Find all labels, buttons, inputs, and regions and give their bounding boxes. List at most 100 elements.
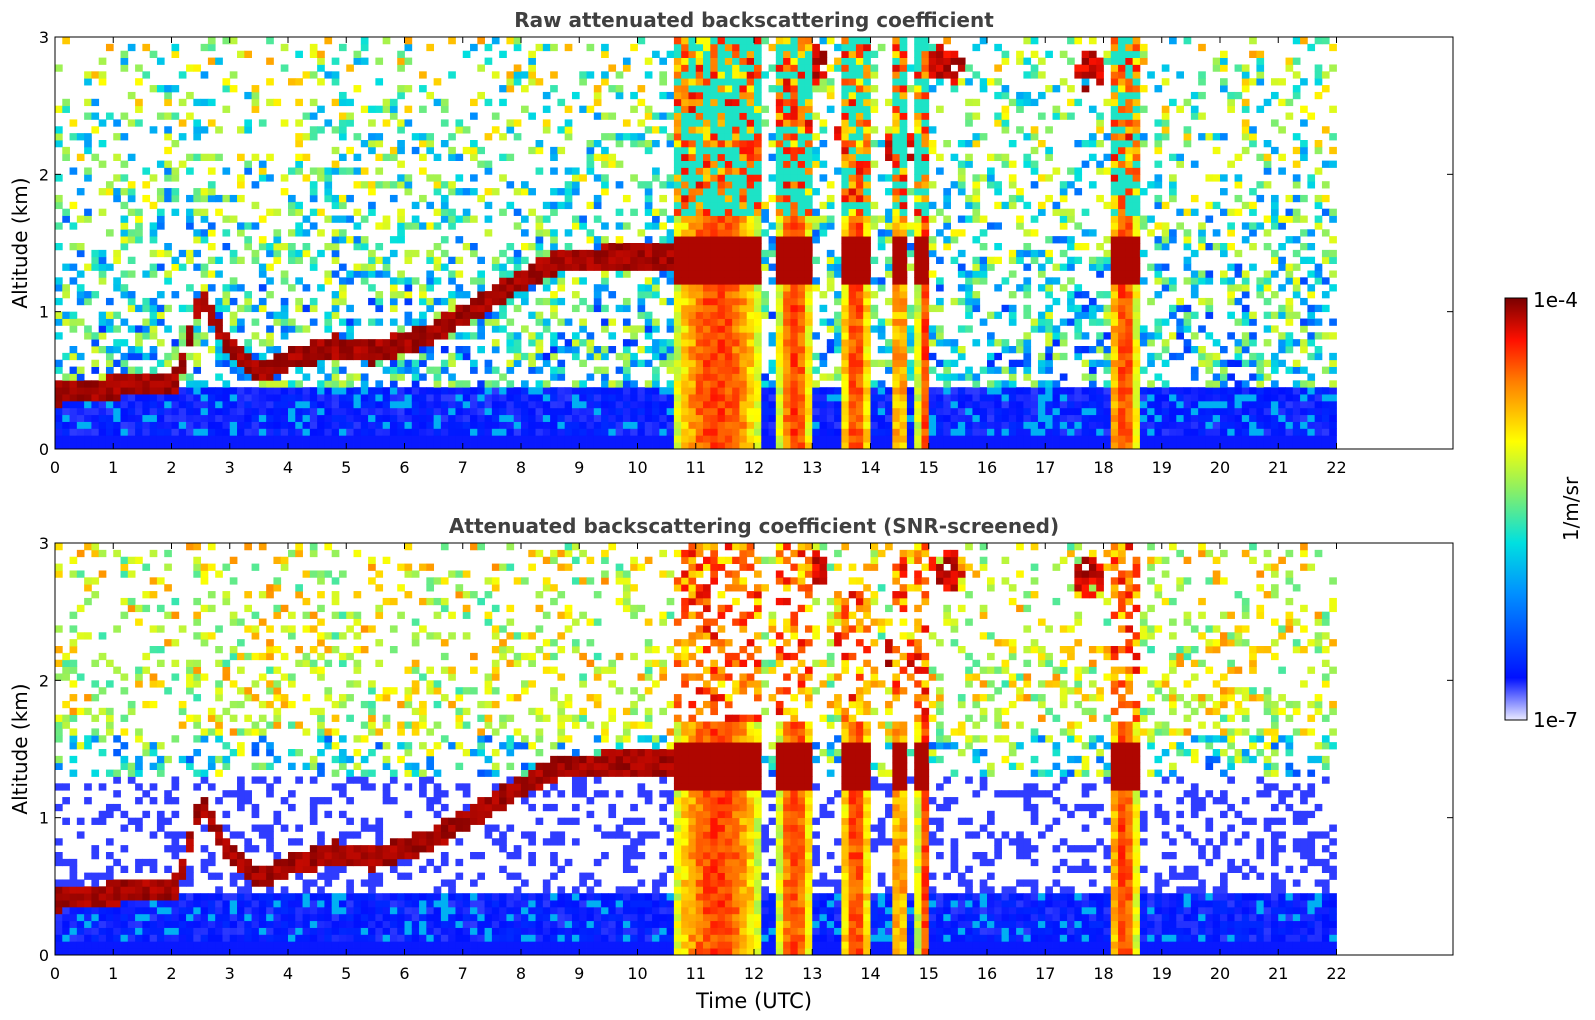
heatmap-cell	[914, 435, 922, 443]
heatmap-cell	[222, 435, 231, 443]
heatmap-cell	[521, 215, 529, 223]
heatmap-cell	[513, 277, 522, 285]
heatmap-cell	[448, 359, 456, 367]
heatmap-cell	[251, 407, 260, 416]
heatmap-cell	[171, 194, 180, 203]
heatmap-cell	[710, 153, 718, 161]
heatmap-cell	[972, 400, 981, 409]
heatmap-cell	[659, 428, 668, 436]
heatmap-cell	[834, 311, 842, 319]
heatmap-cell	[659, 78, 668, 86]
heatmap-cell	[171, 112, 180, 120]
heatmap-cell	[506, 318, 515, 326]
heatmap-cell	[564, 133, 573, 141]
heatmap-cell	[55, 332, 63, 340]
heatmap-cell	[739, 43, 748, 52]
heatmap-cell	[295, 229, 303, 237]
heatmap-cell	[331, 98, 340, 107]
heatmap-cell	[695, 50, 704, 58]
heatmap-cell	[746, 428, 755, 436]
heatmap-cell	[972, 414, 981, 422]
heatmap-cell	[397, 291, 405, 299]
heatmap-cell	[885, 346, 893, 354]
heatmap-cell	[630, 249, 638, 258]
heatmap-cell	[732, 325, 740, 333]
heatmap-cell	[397, 373, 405, 381]
heatmap-cell	[579, 297, 587, 306]
heatmap-cell	[812, 407, 820, 416]
heatmap-cell	[84, 291, 92, 299]
heatmap-cell	[120, 270, 129, 278]
heatmap-cell	[957, 249, 966, 258]
heatmap-cell	[885, 146, 893, 155]
heatmap-cell	[914, 188, 922, 196]
heatmap-cell	[724, 346, 733, 354]
heatmap-cell	[98, 256, 107, 264]
heatmap-cell	[950, 346, 959, 354]
heatmap-cell	[535, 222, 544, 230]
heatmap-cell	[885, 188, 893, 196]
heatmap-cell	[433, 277, 442, 285]
heatmap-cell	[972, 112, 981, 120]
heatmap-cell	[826, 263, 835, 271]
heatmap-cell	[455, 414, 464, 422]
heatmap-cell	[346, 98, 354, 107]
heatmap-cell	[317, 167, 325, 175]
heatmap-cell	[688, 153, 697, 161]
heatmap-cell	[193, 98, 202, 107]
heatmap-cell	[994, 181, 1002, 189]
heatmap-cell	[258, 174, 267, 182]
heatmap-cell	[550, 297, 558, 306]
heatmap-cell	[870, 291, 879, 299]
heatmap-cell	[484, 215, 493, 223]
heatmap-cell	[746, 222, 755, 230]
heatmap-cell	[586, 249, 595, 258]
heatmap-cell	[739, 373, 748, 381]
heatmap-cell	[630, 140, 638, 148]
heatmap-cell	[499, 387, 507, 395]
heatmap-cell	[127, 91, 136, 100]
heatmap-cell	[601, 243, 609, 251]
heatmap-cell	[950, 50, 959, 58]
heatmap-cell	[848, 188, 857, 196]
heatmap-cell	[200, 208, 209, 216]
heatmap-cell	[360, 352, 369, 361]
heatmap-cell	[739, 243, 748, 251]
heatmap-cell	[775, 428, 784, 436]
heatmap-cell	[397, 442, 405, 450]
heatmap-cell	[346, 146, 354, 155]
heatmap-cell	[863, 394, 871, 402]
heatmap-cell	[906, 442, 915, 450]
heatmap-cell	[1103, 442, 1112, 450]
heatmap-cell	[127, 153, 136, 161]
heatmap-cell	[673, 98, 682, 107]
heatmap-cell	[571, 352, 580, 361]
heatmap-cell	[593, 428, 602, 436]
heatmap-cell	[237, 318, 245, 326]
heatmap-cell	[797, 146, 806, 155]
heatmap-cell	[571, 339, 580, 347]
heatmap-cell	[885, 174, 893, 182]
heatmap-cell	[797, 57, 806, 65]
heatmap-cell	[389, 442, 398, 450]
heatmap-cell	[855, 133, 864, 141]
heatmap-cell	[113, 284, 121, 292]
heatmap-cell	[906, 133, 915, 141]
heatmap-cell	[666, 263, 675, 271]
heatmap-cell	[506, 442, 515, 450]
heatmap-cell	[368, 400, 376, 409]
heatmap-cell	[222, 243, 231, 251]
heatmap-cell	[178, 332, 187, 340]
heatmap-cell	[957, 229, 966, 237]
heatmap-cell	[914, 291, 922, 299]
heatmap-cell	[433, 311, 442, 319]
heatmap-cell	[819, 435, 828, 443]
heatmap-cell	[477, 256, 485, 264]
heatmap-cell	[863, 78, 871, 86]
heatmap-cell	[681, 380, 689, 388]
heatmap-cell	[783, 112, 791, 120]
heatmap-cell	[732, 366, 740, 374]
heatmap-cell	[957, 346, 966, 354]
heatmap-cell	[142, 400, 151, 409]
heatmap-cell	[353, 352, 362, 361]
